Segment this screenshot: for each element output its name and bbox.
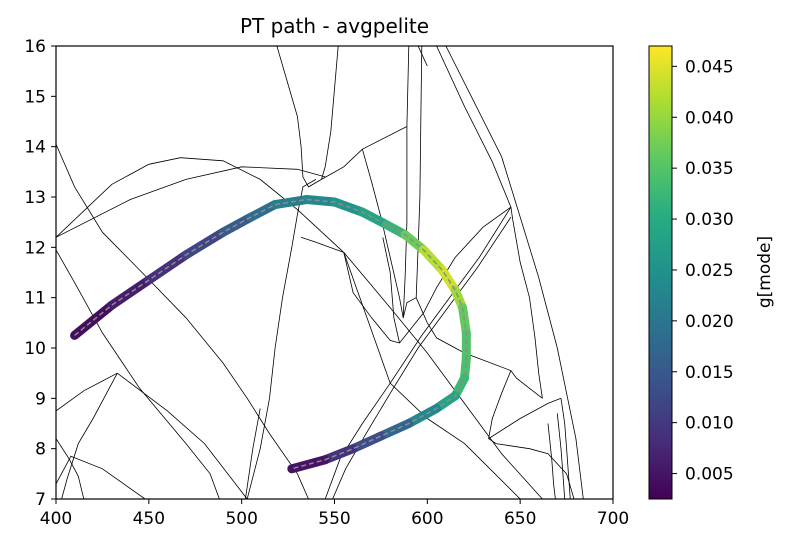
phase-boundary-line — [362, 126, 408, 150]
path-segment — [70, 300, 117, 340]
pt-path — [70, 195, 471, 474]
phase-boundary-line — [560, 398, 571, 499]
x-tick-label: 500 — [225, 509, 257, 529]
phase-boundary-line — [245, 408, 261, 499]
y-tick-label: 16 — [24, 37, 46, 57]
phase-boundary-line — [382, 237, 400, 344]
y-tick-label: 15 — [24, 87, 46, 107]
colorbar-tick-label: 0.045 — [685, 57, 734, 77]
y-tick-label: 12 — [24, 238, 46, 258]
y-tick-label: 10 — [24, 339, 46, 359]
x-tick-label: 400 — [40, 509, 72, 529]
y-tick-label: 14 — [24, 138, 46, 158]
colorbar: 0.005 0.010 0.015 0.020 0.025 0.030 0.035 0.040… — [648, 45, 775, 500]
y-tick-label: 11 — [24, 289, 46, 309]
phase-boundary-line — [510, 207, 543, 399]
phase-boundary-line — [56, 438, 85, 499]
colorbar-ticks: 0.005 0.010 0.015 0.020 0.025 0.030 0.035 0.040… — [672, 57, 734, 485]
colorbar-tick-label: 0.030 — [685, 210, 734, 230]
phase-boundary-line — [402, 297, 417, 318]
phase-boundary-line — [415, 297, 512, 371]
x-axis: 400 450 500 550 600 650 700 — [40, 499, 629, 529]
phase-boundary-line — [276, 46, 322, 188]
phase-boundary-line — [56, 166, 326, 238]
y-tick-label: 8 — [35, 440, 46, 460]
y-tick-label: 7 — [35, 490, 46, 510]
phase-boundary-line — [445, 46, 584, 499]
phase-boundary-line — [117, 372, 248, 499]
phase-boundary-line — [488, 370, 575, 499]
colorbar-tick-label: 0.020 — [685, 312, 734, 332]
phase-boundary-line — [556, 413, 566, 499]
phase-boundary-line — [488, 397, 562, 439]
phase-boundary-line — [61, 373, 118, 499]
x-tick-label: 450 — [133, 509, 165, 529]
phase-boundary-line — [362, 149, 404, 318]
y-tick-label: 9 — [35, 389, 46, 409]
phase-boundary-line — [402, 46, 410, 318]
phase-boundary-line — [56, 143, 309, 499]
phase-boundary-line — [321, 148, 363, 180]
phase-boundary-line — [56, 372, 118, 412]
phase-boundary-line — [417, 46, 428, 67]
colorbar-tick-label: 0.010 — [685, 414, 734, 434]
x-tick-label: 650 — [504, 509, 536, 529]
x-tick-label: 550 — [318, 509, 350, 529]
phase-boundary-line — [56, 157, 543, 499]
colorbar-tick-label: 0.005 — [685, 465, 734, 485]
y-tick-label: 13 — [24, 188, 46, 208]
phase-boundary-line — [436, 46, 512, 208]
colorbar-tick-label: 0.035 — [685, 159, 734, 179]
path-segment — [107, 275, 154, 310]
colorbar-frame — [648, 45, 673, 500]
colorbar-tick-label: 0.025 — [685, 261, 734, 281]
x-tick-label: 700 — [597, 509, 629, 529]
colorbar-gradient — [649, 46, 672, 499]
phase-boundaries — [56, 46, 584, 499]
colorbar-label: g[mode] — [755, 236, 775, 308]
phase-boundary-line — [56, 249, 220, 499]
phase-boundary-line — [343, 252, 400, 344]
colorbar-tick-label: 0.015 — [685, 363, 734, 383]
path-centerline — [74, 198, 468, 470]
colorbar-tick-label: 0.040 — [685, 108, 734, 128]
phase-boundary-line — [300, 236, 344, 253]
y-axis: 7 8 9 10 11 12 13 14 15 16 — [24, 37, 56, 510]
phase-boundary-line — [321, 46, 339, 180]
phase-boundary-line — [547, 423, 556, 499]
chart-title: PT path - avgpelite — [240, 14, 429, 38]
phase-boundary-line — [56, 455, 146, 499]
phase-boundary-line — [510, 370, 543, 399]
plot-area: 400 450 500 550 600 650 700 7 8 9 10 11 12 13 14 15 16 — [24, 37, 629, 529]
x-tick-label: 600 — [411, 509, 443, 529]
phase-boundary-line — [415, 46, 423, 298]
phase-boundary-line — [332, 216, 512, 499]
